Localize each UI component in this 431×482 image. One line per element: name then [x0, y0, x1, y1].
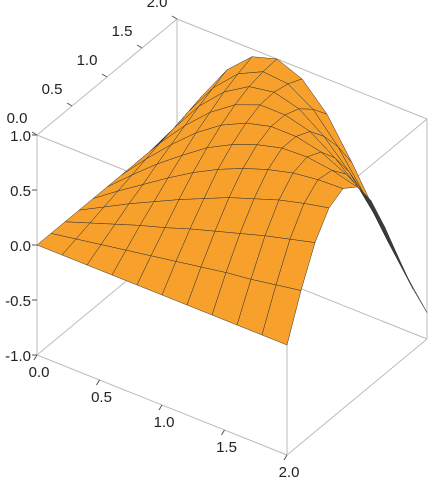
- y-tick: [66, 102, 73, 107]
- y-tick-label: 0.0: [7, 110, 28, 127]
- y-tick-label: 1.0: [77, 52, 98, 69]
- box-edge: [286, 338, 428, 456]
- x-tick: [158, 404, 163, 411]
- x-tick: [221, 429, 225, 436]
- box-edge: [176, 18, 428, 120]
- y-tick-label: 2.0: [147, 0, 168, 11]
- x-tick-label: 0.5: [91, 389, 112, 406]
- x-tick: [96, 379, 100, 386]
- z-tick-label: -0.5: [5, 293, 31, 310]
- surface-patch: [261, 284, 302, 346]
- x-tick: [33, 354, 38, 361]
- y-tick-label: 1.5: [112, 23, 133, 40]
- x-tick-label: 1.5: [216, 439, 237, 456]
- z-tick-label: -1.0: [5, 348, 31, 365]
- y-tick: [101, 73, 108, 78]
- x-tick-label: 0.0: [29, 364, 50, 381]
- y-tick: [171, 15, 178, 20]
- z-tick-label: 0.5: [10, 183, 31, 200]
- z-tick-label: 0.0: [10, 238, 31, 255]
- x-tick-label: 2.0: [279, 464, 300, 481]
- y-tick: [136, 44, 143, 49]
- x-tick: [283, 454, 288, 461]
- x-tick-label: 1.0: [154, 414, 175, 431]
- z-tick-label: 1.0: [10, 128, 31, 145]
- y-tick-label: 0.5: [42, 81, 63, 98]
- surface-patch: [373, 213, 414, 290]
